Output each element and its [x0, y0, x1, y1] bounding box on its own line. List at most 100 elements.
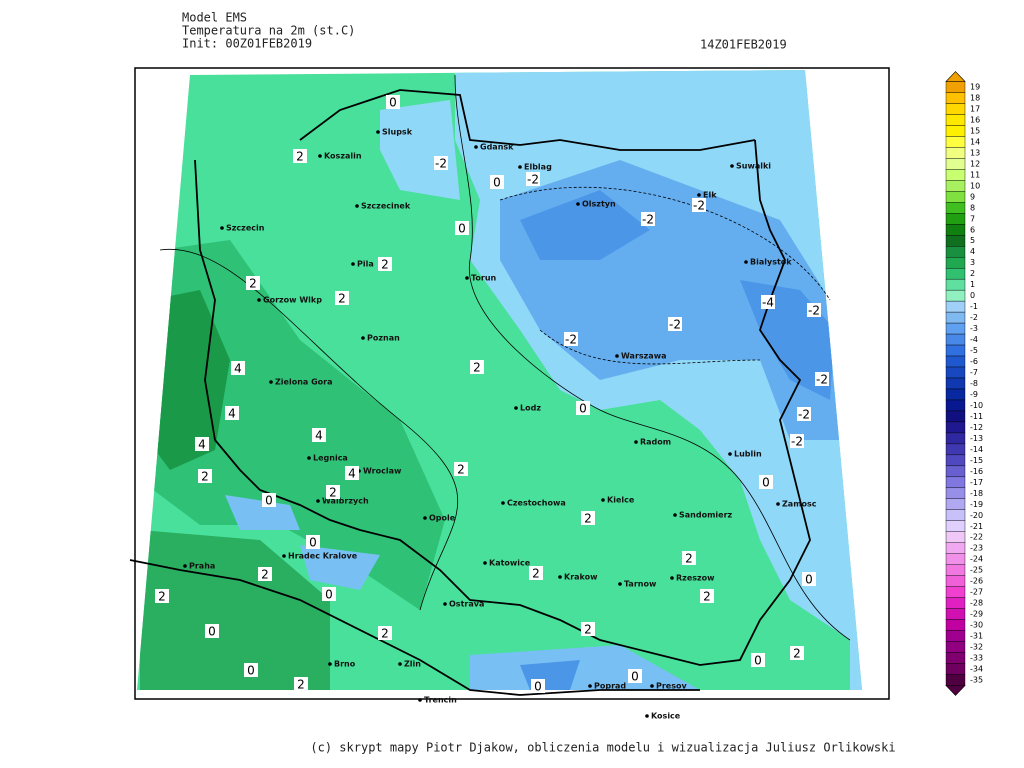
colorbar-label: -13: [970, 434, 983, 443]
colorbar-cell: [945, 213, 966, 225]
colorbar-cell: [945, 300, 966, 313]
city-label: Katowice: [489, 559, 531, 568]
colorbar-label: -34: [970, 665, 983, 674]
colorbar-label: -5: [970, 346, 978, 355]
contour-label: 0: [631, 670, 639, 684]
city-dot: [697, 193, 701, 197]
city-label: Olsztyn: [582, 200, 616, 209]
colorbar-label: 14: [970, 137, 980, 146]
contour-label-box: [378, 626, 392, 640]
contour-label-box: [244, 663, 258, 677]
colorbar-label: -32: [970, 643, 983, 652]
colorbar-cell: [945, 202, 966, 214]
valid-time: 14Z01FEB2019: [700, 38, 787, 52]
contour-label-box: [262, 493, 276, 507]
colorbar-label: -17: [970, 478, 983, 487]
contour-label: 2: [249, 277, 257, 291]
colorbar-cell: [945, 125, 966, 137]
city-dot: [355, 204, 359, 208]
contour-label-box: [198, 469, 212, 483]
colorbar-cell: [945, 432, 966, 445]
contour-label: 2: [158, 590, 166, 604]
city-dot: [183, 564, 187, 568]
colorbar-label: -27: [970, 588, 983, 597]
city-label: Trencin: [424, 696, 457, 705]
colorbar-cell: [945, 355, 966, 368]
colorbar-cell: [945, 652, 966, 664]
contour-label-box: [294, 677, 308, 691]
contour-label: 2: [296, 150, 304, 164]
contour-label: 2: [584, 512, 592, 526]
map-frame: [134, 67, 890, 700]
contour-label-box: [526, 172, 540, 186]
city-label: Warszawa: [621, 352, 667, 361]
contour-label-box: [335, 291, 349, 305]
city-dot: [220, 226, 224, 230]
colorbar-label: -35: [970, 676, 983, 685]
city-dot: [744, 260, 748, 264]
city-dot: [269, 380, 273, 384]
contour-label: 2: [703, 590, 711, 604]
colorbar-label: -2: [970, 313, 978, 322]
contour-label: 0: [762, 476, 770, 490]
contour-label-box: [490, 175, 504, 189]
city-label: Poznan: [367, 334, 400, 343]
colorbar-cell: [945, 322, 966, 335]
city-dot: [398, 662, 402, 666]
contour-label-box: [531, 679, 545, 693]
contour-label: 4: [228, 407, 236, 421]
city-dot: [650, 684, 654, 688]
colorbar-label: -16: [970, 467, 983, 476]
contour-label: -2: [791, 435, 803, 449]
colorbar-label: -8: [970, 379, 978, 388]
city-label: Opole: [429, 514, 456, 523]
borders: [129, 89, 811, 696]
city-label: Zamosc: [782, 500, 817, 509]
city-label: Sandomierz: [679, 511, 733, 520]
contours: [159, 74, 851, 641]
colorbar-cell: [945, 597, 966, 609]
contour-label: 0: [389, 96, 397, 110]
contour-label: 2: [473, 361, 481, 375]
contour-label: 0: [805, 573, 813, 587]
contour-label-box: [155, 589, 169, 603]
contour-label-box: [581, 511, 595, 525]
contour-label-box: [326, 485, 340, 499]
colorbar-label: -23: [970, 544, 983, 553]
colorbar-label: -6: [970, 357, 978, 366]
colorbar-cell: [945, 180, 966, 192]
city-dot: [730, 164, 734, 168]
colorbar-cell: [945, 465, 966, 478]
colorbar-cell: [945, 377, 966, 390]
contour-label: 2: [338, 292, 346, 306]
city-label: Slupsk: [382, 128, 413, 137]
colorbar-cell: [945, 114, 966, 126]
colorbar-cell: [945, 257, 966, 269]
colorbar-label: 17: [970, 104, 980, 113]
city-dot: [514, 406, 518, 410]
colorbar-cell: [945, 147, 966, 159]
colorbar-cell: [945, 278, 966, 291]
colorbar-label: 6: [970, 225, 975, 234]
colorbar-label: -14: [970, 445, 983, 454]
city-dot: [634, 440, 638, 444]
colorbar-cell: [945, 191, 966, 203]
colorbar-label: -29: [970, 610, 983, 619]
contour-label-box: [378, 257, 392, 271]
contour-label: 2: [297, 678, 305, 692]
city-dot: [257, 298, 261, 302]
city-label: Lublin: [734, 450, 762, 459]
contour-label-box: [751, 653, 765, 667]
colorbar-cell: [945, 333, 966, 346]
colorbar-cell: [945, 663, 966, 675]
contour-label: -2: [816, 373, 828, 387]
colorbar-label: -21: [970, 522, 983, 531]
contour-label-box: [807, 303, 821, 317]
city-label: Elblag: [524, 163, 552, 172]
contour-label: 0: [534, 680, 542, 694]
colorbar-label: 0: [970, 291, 975, 300]
contour-label-box: [797, 407, 811, 421]
city-label: Bialystok: [750, 258, 792, 267]
city-label: Rzeszow: [676, 574, 715, 583]
